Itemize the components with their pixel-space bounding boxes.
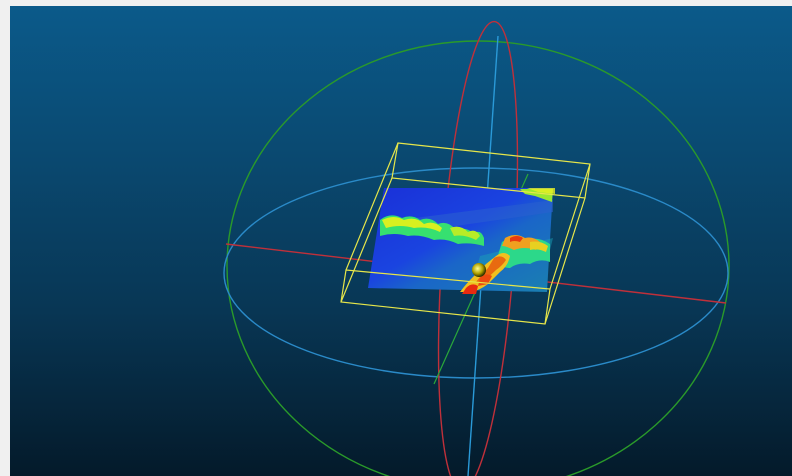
trackball-z-circle: [223, 167, 729, 379]
3d-scene[interactable]: [10, 6, 792, 476]
pivot-point: [472, 263, 486, 277]
3d-viewport[interactable]: [10, 6, 792, 476]
point-cloud-heightmap: [368, 188, 555, 294]
bounding-box: [340, 142, 591, 325]
